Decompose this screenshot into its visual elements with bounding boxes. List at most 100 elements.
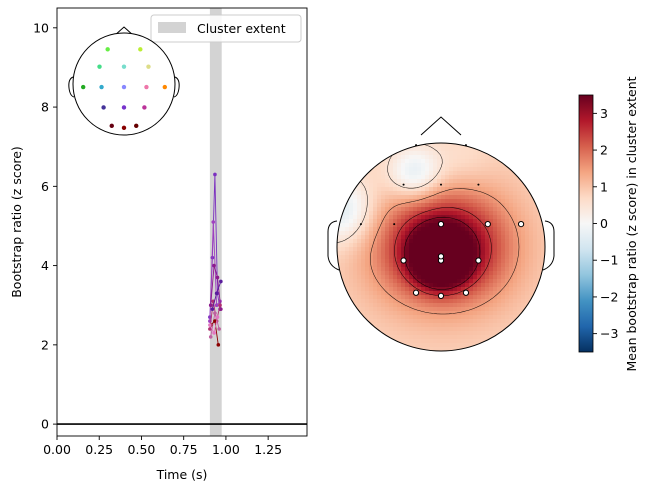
topomap-cell <box>437 315 442 320</box>
topomap-cell <box>425 331 430 336</box>
topomap-cell <box>381 247 386 252</box>
topomap-cell <box>413 239 418 244</box>
topomap-cell <box>353 251 358 256</box>
topomap-cell <box>425 151 430 156</box>
topomap-cell <box>509 311 514 316</box>
topomap-cell <box>361 203 366 208</box>
topomap-cell <box>477 207 482 212</box>
topomap-cell <box>429 187 434 192</box>
topomap-cell <box>401 279 406 284</box>
topomap-cell <box>417 343 422 348</box>
topomap-cell <box>389 243 394 248</box>
topomap-cell <box>365 307 370 312</box>
topomap-cell <box>341 235 346 240</box>
topomap-cell <box>481 195 486 200</box>
topomap-cell <box>401 287 406 292</box>
topomap-cell <box>369 327 374 332</box>
topomap-cell <box>521 255 526 260</box>
topomap-cell <box>433 271 438 276</box>
topomap-cell <box>413 183 418 188</box>
topomap-cell <box>481 299 486 304</box>
topomap-cell <box>405 331 410 336</box>
topomap-cell <box>461 235 466 240</box>
topomap-cell <box>349 287 354 292</box>
topomap-cell <box>385 279 390 284</box>
topomap-cell <box>493 327 498 332</box>
topomap-cell <box>477 235 482 240</box>
topomap-cell <box>397 303 402 308</box>
topomap-cell <box>481 171 486 176</box>
topomap-cell <box>441 235 446 240</box>
topomap-cell <box>461 191 466 196</box>
topomap-cell <box>521 243 526 248</box>
topomap-cell <box>417 255 422 260</box>
topomap-cell <box>401 263 406 268</box>
topomap-cell <box>401 319 406 324</box>
topomap-cell <box>421 223 426 228</box>
topomap-cell <box>485 287 490 292</box>
topomap-cell <box>421 331 426 336</box>
topomap-cell <box>413 263 418 268</box>
topomap-cell <box>361 271 366 276</box>
topomap-cell <box>521 231 526 236</box>
y-tick-label: 10 <box>33 20 49 35</box>
topomap-sensor <box>393 223 396 226</box>
topomap-cell <box>501 203 506 208</box>
topomap-cell <box>545 259 549 263</box>
topomap-cell <box>449 159 454 164</box>
topomap-cell <box>525 211 530 216</box>
topomap-cell <box>481 275 486 280</box>
topomap-cell <box>377 215 382 220</box>
topomap-cell <box>381 227 386 232</box>
topomap-cell <box>509 195 514 200</box>
topomap-cell <box>517 255 522 260</box>
topomap-cell <box>405 271 410 276</box>
topomap-cell <box>501 303 506 308</box>
topomap-cell <box>545 243 549 247</box>
topomap-cell <box>477 295 482 300</box>
topomap-cell <box>365 291 370 296</box>
series-point <box>218 303 222 308</box>
topomap-cell <box>465 167 470 172</box>
topomap-cell <box>377 183 382 188</box>
topomap-cell <box>485 195 490 200</box>
topomap-cell <box>357 191 362 196</box>
topomap-cell <box>361 171 366 176</box>
topomap-cell <box>441 239 446 244</box>
topomap-cell <box>457 299 462 304</box>
topomap-cell <box>497 195 502 200</box>
topomap-cell <box>501 295 506 300</box>
topomap-cell <box>489 215 494 220</box>
topomap-cell <box>393 199 398 204</box>
topomap-cell <box>389 279 394 284</box>
topomap-cell <box>513 251 518 256</box>
topomap-cell <box>473 251 478 256</box>
topomap-cell <box>409 243 414 248</box>
topomap-cell <box>473 179 478 184</box>
topomap-cell <box>465 203 470 208</box>
topomap-cell <box>421 239 426 244</box>
topomap-cell <box>389 287 394 292</box>
topomap-cell <box>385 195 390 200</box>
topomap-cell <box>385 187 390 192</box>
topomap-cell <box>445 171 450 176</box>
topomap-cell <box>477 223 482 228</box>
topomap-cell <box>469 191 474 196</box>
topomap-cell <box>473 307 478 312</box>
topomap-cell <box>401 307 406 312</box>
topomap-cell <box>429 239 434 244</box>
topomap-cell <box>413 267 418 272</box>
topomap-cell <box>429 163 434 168</box>
topomap-cell <box>429 299 434 304</box>
topomap-cell <box>373 279 378 284</box>
topomap-cell <box>497 183 502 188</box>
topomap-cell <box>477 247 482 252</box>
topomap-cell <box>517 199 522 204</box>
topomap-cell <box>409 339 414 344</box>
topomap-cell <box>453 231 458 236</box>
topomap-cell <box>389 319 394 324</box>
topomap-cell <box>473 159 478 164</box>
series-point <box>208 327 212 331</box>
topomap-cell <box>405 235 410 240</box>
topomap-cell <box>501 239 506 244</box>
